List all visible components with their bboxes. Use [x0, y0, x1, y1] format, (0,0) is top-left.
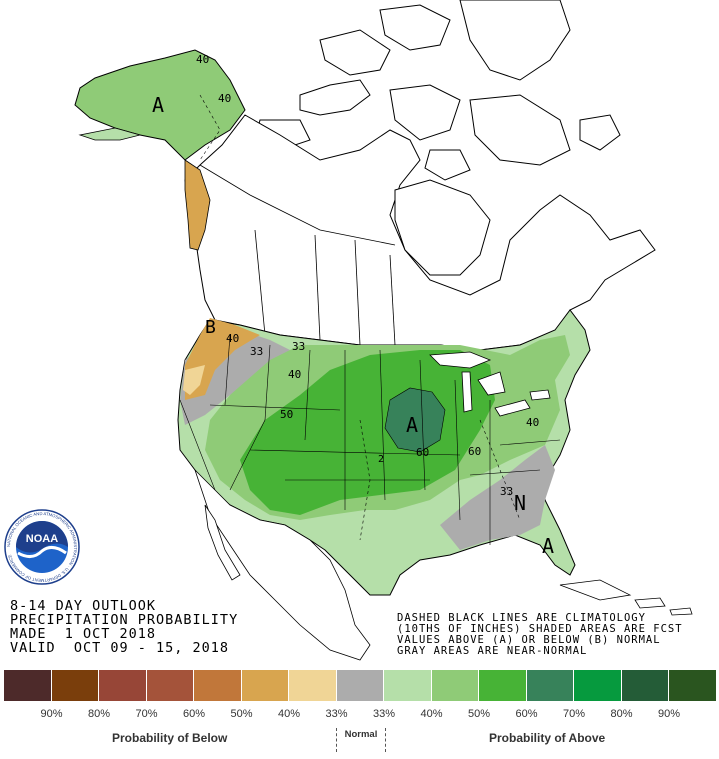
legend-tick-label: 70% — [135, 708, 158, 720]
legend-tick-label: 60% — [182, 708, 206, 720]
se33-label: 33 — [500, 485, 513, 498]
legend-swatch — [574, 670, 622, 701]
legend-tick-label: 40% — [420, 708, 443, 720]
caribbean-islands — [559, 579, 693, 616]
legend-swatch — [479, 670, 527, 701]
nw-33b-label: 33 — [292, 340, 305, 353]
title-line-3: MADE 1 OCT 2018 — [10, 626, 157, 642]
nw-40-label: 40 — [226, 332, 239, 345]
noaa-logo: NOAA NATIONAL OCEANIC AND ATMOSPHERIC AD… — [4, 509, 80, 585]
title-line-2: PRECIPITATION PROBABILITY — [10, 612, 239, 628]
legend-swatch — [241, 670, 289, 701]
legend-tick-label: 80% — [87, 708, 111, 720]
c60-label: 60 — [416, 446, 429, 459]
state-lines — [179, 334, 561, 545]
legend-normal-caption: Normal — [336, 728, 386, 752]
legend-swatch — [336, 670, 384, 701]
legend-swatch — [526, 670, 574, 701]
noaa-logo-text: NOAA — [26, 533, 58, 545]
c40-label: 40 — [288, 368, 301, 381]
province-lines — [199, 164, 396, 346]
midwest-A-label: A — [406, 413, 418, 437]
legend: 90% 80% 70% 60% 50% 40% 33% 33% 40% 50% 60% 70% 80% 9… — [0, 670, 719, 759]
legend-swatch — [194, 670, 242, 701]
legend-tick-label: 40% — [277, 708, 301, 720]
legend-tick-label: 70% — [562, 708, 586, 720]
legend-swatch — [384, 670, 432, 701]
nw-below-light — [183, 365, 205, 395]
alaska-peninsula — [78, 127, 142, 141]
mexico-landmass — [194, 469, 371, 661]
legend-tick-label: 80% — [610, 708, 633, 720]
legend-tick-label: 60% — [515, 708, 538, 720]
notes-line-2: (10THS OF INCHES) SHADED AREAS ARE FCST — [397, 623, 683, 635]
c50-label: 50 — [280, 408, 293, 421]
legend-swatch — [621, 670, 669, 701]
legend-below-caption: Probability of Below — [112, 731, 228, 745]
legend-swatch — [669, 670, 717, 701]
legend-tick-label: 90% — [40, 708, 63, 720]
legend-tick-label: 50% — [467, 708, 491, 720]
hudson-bay — [394, 179, 491, 276]
arctic-islands — [254, 0, 621, 181]
nw-B-label: B — [205, 317, 216, 338]
canada-landmass — [184, 114, 656, 351]
legend-swatch — [431, 670, 479, 701]
alaska-40b-label: 40 — [218, 92, 231, 105]
legend-swatch — [51, 670, 99, 701]
legend-swatch — [4, 670, 52, 701]
climatology-lines — [199, 94, 521, 541]
clim-2-label: 2 — [378, 454, 384, 465]
legend-tick-label: 90% — [657, 708, 681, 720]
ne60-label: 60 — [468, 445, 481, 458]
title-line-1: 8-14 DAY OUTLOOK — [10, 598, 157, 614]
legend-above-caption: Probability of Above — [489, 731, 606, 745]
legend-swatch — [146, 670, 194, 701]
notes-line-3: VALUES ABOVE (A) OR BELOW (B) NORMAL — [397, 634, 661, 646]
legend-tick-label: 33% — [372, 708, 396, 720]
notes-line-4: GRAY AREAS ARE NEAR-NORMAL — [397, 645, 588, 657]
legend-tick-label: 50% — [230, 708, 253, 720]
above-70-midwest — [384, 387, 446, 453]
alaska-landmass — [74, 49, 246, 161]
alaska-A-label: A — [152, 93, 164, 117]
e40-label: 40 — [526, 416, 539, 429]
se-N-label: N — [514, 491, 526, 515]
great-lakes — [429, 351, 551, 417]
outlook-map: A 40 40 B 40 33 33 40 50 A 60 60 40 33 N… — [74, 0, 693, 661]
nw-below-area — [185, 318, 260, 400]
title-line-4: VALID OCT 09 - 15, 2018 — [10, 640, 230, 656]
above-60-core — [240, 350, 495, 515]
legend-swatch — [99, 670, 147, 701]
legend-swatch — [289, 670, 337, 701]
legend-tick-label: 33% — [325, 708, 348, 720]
alaska-40-label: 40 — [196, 53, 209, 66]
fl-A-label: A — [542, 534, 554, 558]
nw-33a-label: 33 — [250, 345, 263, 358]
panhandle-below — [184, 159, 211, 251]
baja-peninsula — [204, 504, 241, 581]
notes-line-1: DASHED BLACK LINES ARE CLIMATOLOGY — [397, 612, 646, 624]
